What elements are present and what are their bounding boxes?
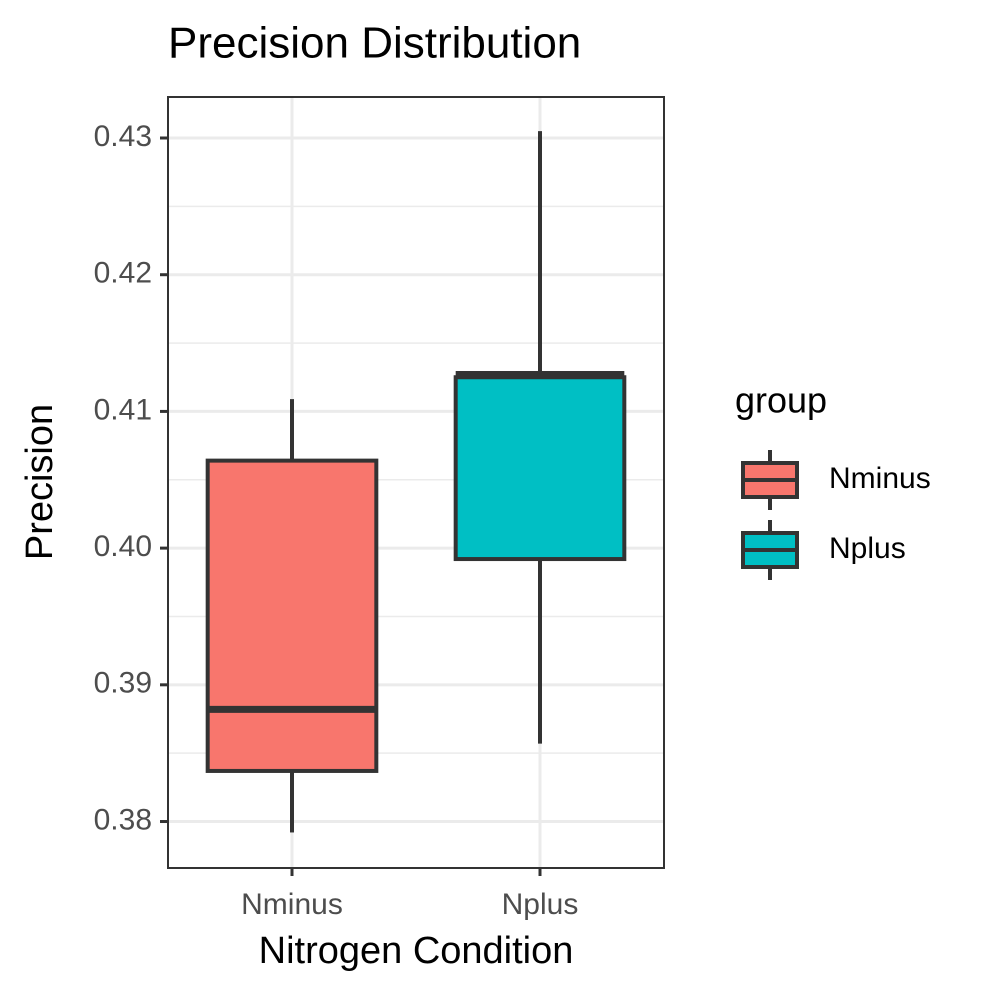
y-tick-label: 0.40 [94, 530, 152, 563]
y-tick-label: 0.39 [94, 667, 152, 700]
x-tick-label: Nminus [241, 888, 343, 921]
legend-title: group [735, 380, 827, 421]
y-tick-label: 0.38 [94, 803, 152, 836]
y-tick-label: 0.41 [94, 393, 152, 426]
x-axis-label: Nitrogen Condition [259, 930, 574, 972]
legend-label: Nplus [829, 532, 906, 565]
chart-title: Precision Distribution [168, 19, 581, 68]
box [453, 375, 627, 562]
y-axis-label: Precision [19, 404, 61, 560]
x-tick-label: Nplus [502, 888, 579, 921]
box [205, 458, 379, 773]
y-tick-label: 0.43 [94, 120, 152, 153]
panel-border [167, 96, 665, 869]
legend-label: Nminus [829, 462, 931, 495]
y-tick-label: 0.42 [94, 257, 152, 290]
